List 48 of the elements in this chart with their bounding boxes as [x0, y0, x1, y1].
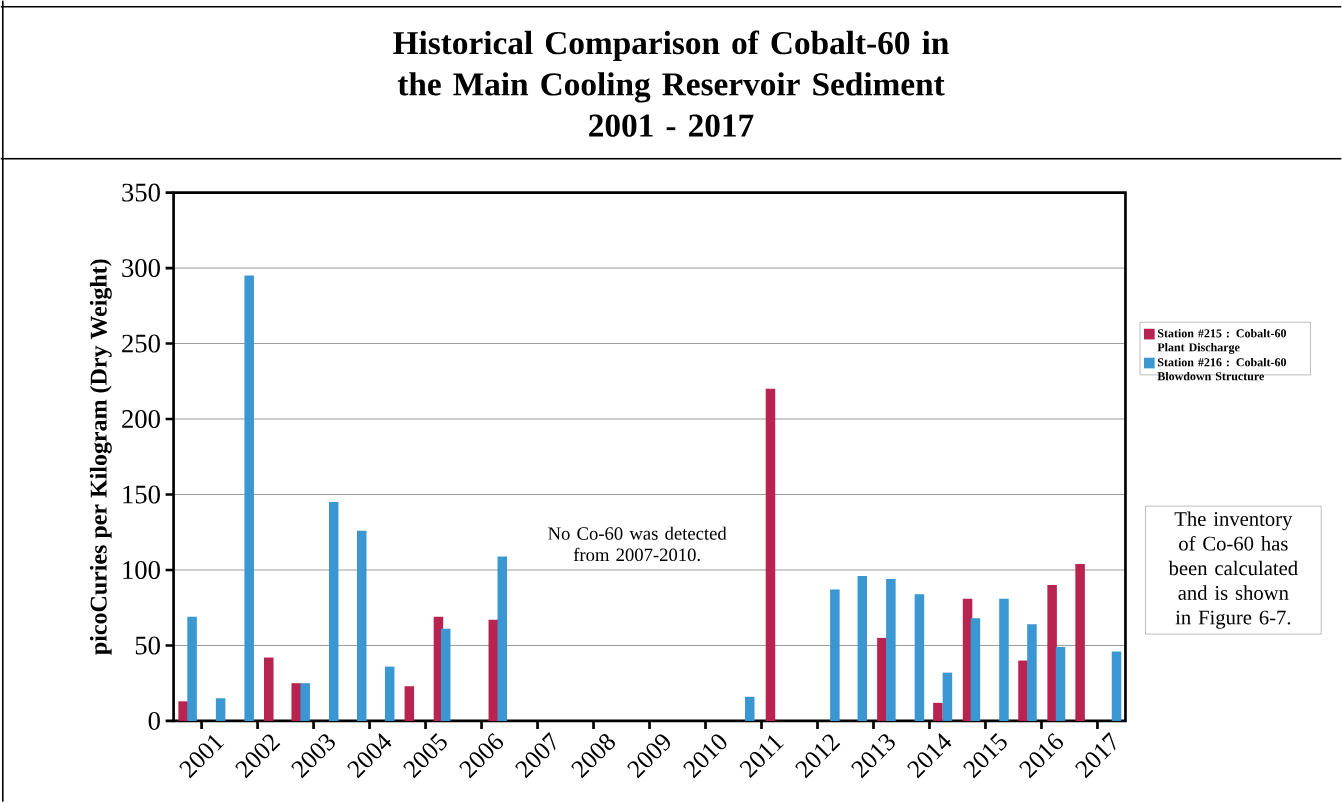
bar [1055, 647, 1066, 722]
bar [999, 598, 1009, 722]
y-tick-label: 350 [122, 183, 160, 202]
y-axis-title: picoCuries per Kilogram (Dry Weight) [89, 259, 112, 656]
y-tick-label: 150 [123, 485, 160, 504]
bar [404, 686, 415, 722]
y-tick-label: 250 [122, 334, 160, 353]
bar [1111, 651, 1122, 722]
bar [264, 657, 274, 722]
bar [488, 619, 499, 722]
bar [384, 666, 395, 722]
bar [914, 594, 925, 722]
bar [300, 683, 310, 722]
bar [1018, 660, 1028, 722]
legend-label: Station #215 : Cobalt-60 Plant Discharge [1157, 329, 1287, 355]
bar [497, 556, 508, 722]
chart-title: Historical Comparison of Cobalt-60 in the Main Cooling Reservoir Sediment [393, 30, 949, 103]
bar [187, 616, 197, 722]
bar [877, 638, 887, 722]
bar [328, 502, 339, 722]
bar [744, 696, 755, 722]
legend-label: Station #216 : Cobalt-60 Blowdown Structure [1157, 358, 1287, 381]
bar [1047, 585, 1057, 722]
y-tick-label: 100 [123, 561, 160, 580]
bar [886, 579, 896, 722]
bar [1075, 564, 1085, 722]
bar [857, 576, 868, 722]
bar [970, 618, 981, 722]
x-tick-label: 2001 [179, 735, 225, 779]
chart-subtitle: 2001 - 2017 [589, 114, 754, 138]
text: The inventory of Co-60 has been calculated and is shown in Figure 6-7. [1168, 511, 1298, 629]
bar [765, 388, 776, 722]
bar [830, 589, 840, 722]
y-tick-label: 200 [122, 410, 160, 429]
bar [440, 629, 451, 722]
bar [291, 683, 301, 722]
bar [178, 701, 188, 722]
y-tick-label: 50 [135, 636, 160, 655]
bar [942, 672, 953, 722]
bar [356, 530, 367, 722]
annotation: No Co-60 was detected from 2007-2010. [548, 526, 727, 562]
bar [933, 703, 943, 722]
x-tick-label: 2011 [739, 735, 784, 779]
bar [244, 275, 254, 722]
bar [215, 698, 226, 722]
y-tick-label: 0 [148, 712, 160, 731]
y-tick-label: 300 [122, 259, 160, 278]
bar [1027, 624, 1037, 722]
